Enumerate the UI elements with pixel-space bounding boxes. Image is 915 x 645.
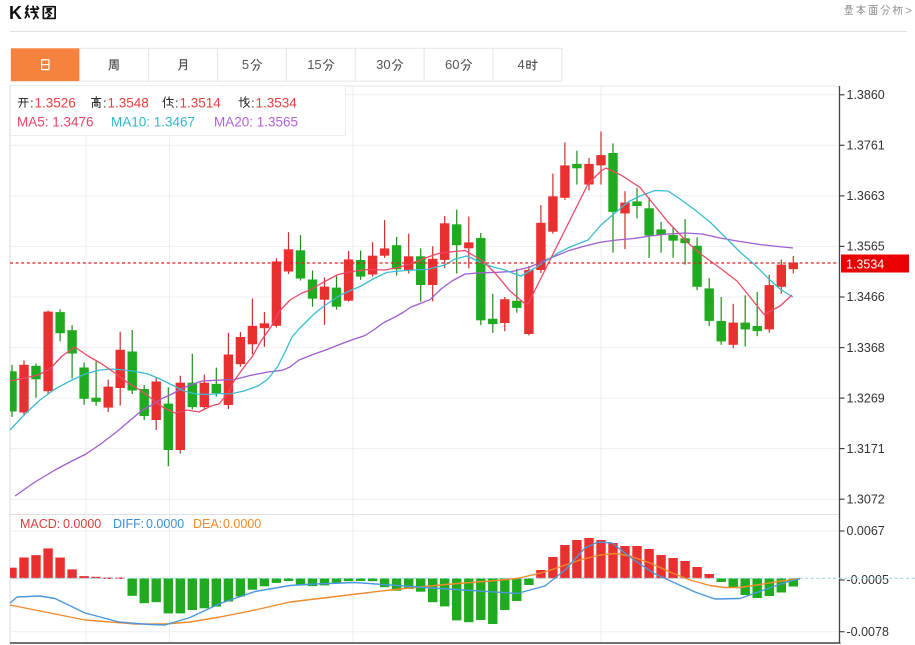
- svg-text:30: 30: [376, 57, 390, 72]
- svg-text:1.3171: 1.3171: [847, 442, 885, 456]
- svg-text:DIFF:: DIFF:: [113, 517, 144, 531]
- svg-text:15: 15: [307, 57, 321, 72]
- svg-text:K: K: [9, 3, 22, 23]
- svg-text:1.3534: 1.3534: [256, 96, 298, 111]
- svg-text:1.3565: 1.3565: [847, 240, 885, 254]
- svg-text:MA5: 1.3476: MA5: 1.3476: [17, 115, 94, 130]
- svg-text:1.3534: 1.3534: [846, 258, 884, 272]
- svg-text:0.0000: 0.0000: [146, 517, 184, 531]
- svg-text:-0.0005: -0.0005: [847, 573, 889, 587]
- svg-text:1.3514: 1.3514: [180, 96, 222, 111]
- svg-text::: :: [175, 96, 179, 111]
- svg-text:1.3548: 1.3548: [108, 96, 149, 111]
- svg-text:0.0000: 0.0000: [223, 517, 261, 531]
- svg-text:1.3761: 1.3761: [847, 139, 885, 153]
- svg-text::: :: [103, 96, 107, 111]
- svg-text:1.3466: 1.3466: [847, 290, 885, 304]
- svg-text:1.3368: 1.3368: [847, 341, 885, 355]
- svg-text::: :: [251, 96, 255, 111]
- svg-text:>: >: [905, 4, 912, 18]
- svg-text:1.3072: 1.3072: [847, 492, 885, 506]
- svg-text:1.3663: 1.3663: [847, 189, 885, 203]
- svg-text:MA10: 1.3467: MA10: 1.3467: [111, 115, 195, 130]
- svg-text:5: 5: [242, 57, 249, 72]
- svg-text:-0.0078: -0.0078: [847, 625, 889, 639]
- svg-text:1.3860: 1.3860: [847, 88, 885, 102]
- svg-text:4: 4: [518, 57, 525, 72]
- svg-text:0.0000: 0.0000: [63, 517, 101, 531]
- svg-text:1.3526: 1.3526: [35, 96, 76, 111]
- svg-text:0.0067: 0.0067: [847, 524, 885, 538]
- svg-text:MACD:: MACD:: [20, 517, 60, 531]
- svg-text:DEA:: DEA:: [193, 517, 222, 531]
- svg-text:60: 60: [445, 57, 459, 72]
- svg-text:1.3269: 1.3269: [847, 391, 885, 405]
- svg-text:MA20: 1.3565: MA20: 1.3565: [214, 115, 298, 130]
- svg-text::: :: [30, 96, 34, 111]
